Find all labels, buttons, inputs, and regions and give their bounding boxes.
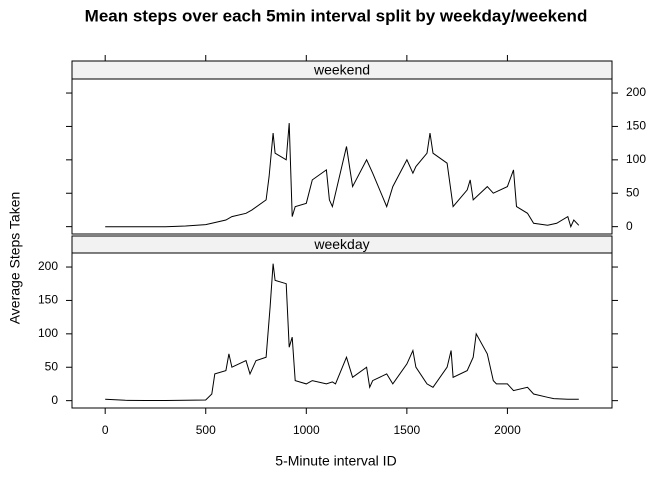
y-tick-label: 150 <box>626 119 646 133</box>
y-tick-label: 0 <box>626 219 633 233</box>
x-axis-label: 5-Minute interval ID <box>275 453 396 469</box>
strip-label: weekday <box>313 236 369 252</box>
x-tick-label: 500 <box>196 423 216 437</box>
y-tick-label: 100 <box>38 326 58 340</box>
y-tick-label: 100 <box>626 152 646 166</box>
x-tick-label: 0 <box>102 423 109 437</box>
line <box>105 263 579 401</box>
x-tick-label: 1000 <box>293 423 320 437</box>
y-tick-label: 0 <box>51 393 58 407</box>
y-tick-label: 200 <box>626 85 646 99</box>
x-tick-label: 1500 <box>394 423 421 437</box>
y-axis-label: Average Steps Taken <box>7 192 23 325</box>
chart-title: Mean steps over each 5min interval split… <box>85 6 588 25</box>
line <box>105 123 580 229</box>
y-tick-label: 50 <box>45 359 59 373</box>
y-tick-label: 150 <box>38 293 58 307</box>
panel-frame <box>71 78 613 235</box>
panel-frame <box>71 252 613 409</box>
y-tick-label: 200 <box>38 259 58 273</box>
y-tick-label: 50 <box>626 185 640 199</box>
x-tick-label: 2000 <box>494 423 521 437</box>
strip-label: weekend <box>313 62 370 78</box>
